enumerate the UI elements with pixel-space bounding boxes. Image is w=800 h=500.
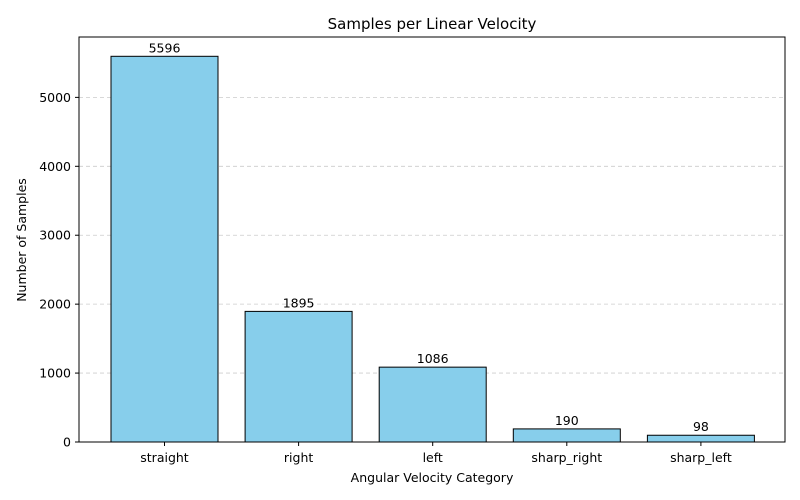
x-axis-label: Angular Velocity Category <box>351 470 514 485</box>
x-tick-label: sharp_right <box>531 450 602 465</box>
bar-sharp-right <box>512 428 621 443</box>
bar-straight <box>110 55 219 443</box>
bar-layer <box>110 55 755 443</box>
y-axis-label: Number of Samples <box>14 178 29 302</box>
y-tick-label: 0 <box>63 435 71 450</box>
y-tick-layer: 0 1000 2000 3000 4000 5000 <box>39 90 79 450</box>
x-tick-label: left <box>423 450 443 465</box>
data-label: 1895 <box>283 295 315 310</box>
x-tick-label: straight <box>140 450 189 465</box>
y-tick-label: 4000 <box>39 159 71 174</box>
y-tick-label: 5000 <box>39 90 71 105</box>
x-tick-label: right <box>284 450 313 465</box>
chart-title: Samples per Linear Velocity <box>328 15 537 33</box>
data-label: 98 <box>693 419 709 434</box>
bar-sharp-left <box>646 434 755 443</box>
data-label: 1086 <box>417 351 449 366</box>
x-tick-layer: straight right left sharp_right sharp_left <box>140 442 732 465</box>
y-tick-label: 2000 <box>39 297 71 312</box>
data-label-layer: 5596 1895 1086 190 98 <box>149 40 709 434</box>
y-tick-label: 3000 <box>39 228 71 243</box>
data-label: 190 <box>555 413 579 428</box>
bar-right <box>244 310 353 443</box>
data-label: 5596 <box>149 40 181 55</box>
y-tick-label: 1000 <box>39 366 71 381</box>
bar-left <box>378 366 487 443</box>
plot-frame <box>78 36 786 443</box>
x-tick-label: sharp_left <box>670 450 732 465</box>
